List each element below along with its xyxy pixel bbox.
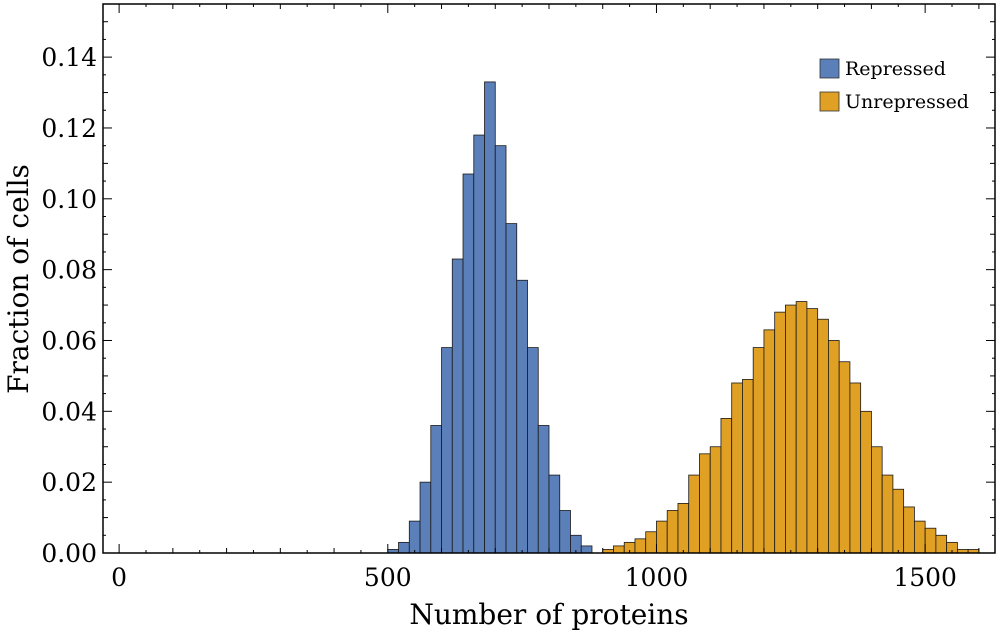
legend-label-unrepressed: Unrepressed	[845, 91, 969, 113]
bar-repressed	[451, 258, 464, 554]
bar-unrepressed	[613, 545, 625, 554]
bar-unrepressed	[785, 304, 797, 554]
bar-unrepressed	[752, 347, 765, 554]
bar-repressed	[505, 223, 518, 554]
bar-unrepressed	[892, 488, 905, 554]
bar-repressed	[473, 134, 485, 554]
bar-unrepressed	[742, 379, 754, 554]
y-tick-label: 0.06	[41, 326, 97, 355]
bar-repressed	[494, 145, 507, 554]
bar-repressed	[430, 425, 442, 554]
y-tick-label: 0.14	[41, 43, 97, 72]
bar-unrepressed	[828, 340, 840, 554]
bar-repressed	[408, 520, 421, 554]
bar-unrepressed	[709, 446, 722, 554]
bar-unrepressed	[656, 520, 668, 554]
y-tick-label: 0.00	[41, 539, 97, 568]
legend: Repressed Unrepressed	[819, 58, 969, 113]
bar-repressed	[441, 347, 453, 554]
bar-repressed	[537, 425, 550, 554]
bar-unrepressed	[763, 329, 776, 554]
legend-swatch-unrepressed	[819, 91, 840, 112]
bar-repressed	[462, 173, 475, 554]
y-tick-label: 0.04	[41, 397, 97, 426]
bar-unrepressed	[935, 534, 948, 554]
bar-unrepressed	[720, 418, 733, 554]
bar-repressed	[398, 541, 410, 554]
bar-unrepressed	[666, 510, 679, 554]
bar-unrepressed	[634, 538, 647, 554]
legend-label-repressed: Repressed	[845, 58, 946, 80]
x-tick-label: 500	[364, 563, 412, 592]
bar-unrepressed	[688, 474, 700, 554]
bar-unrepressed	[881, 474, 894, 554]
y-tick-label: 0.10	[41, 185, 97, 214]
bar-unrepressed	[817, 318, 829, 554]
bar-unrepressed	[903, 506, 915, 554]
bar-unrepressed	[731, 382, 743, 554]
bar-unrepressed	[677, 503, 690, 554]
bar-unrepressed	[806, 308, 819, 554]
bar-unrepressed	[913, 520, 926, 554]
ticks-layer: 0.00 0.02 0.04 0.06 0.08 0.10 0.12 0.14 0 500 1000…	[41, 3, 995, 592]
bar-repressed	[527, 347, 539, 554]
x-tick-label: 1000	[625, 563, 689, 592]
bar-unrepressed	[774, 311, 786, 554]
bar-unrepressed	[699, 453, 711, 554]
y-tick-label: 0.02	[41, 468, 97, 497]
x-axis-title: Number of proteins	[409, 598, 688, 631]
bars-layer	[387, 81, 980, 554]
y-tick-label: 0.08	[41, 256, 97, 285]
x-tick-label: 1500	[893, 563, 957, 592]
bar-unrepressed	[849, 382, 862, 554]
bar-unrepressed	[838, 361, 851, 554]
bar-unrepressed	[860, 410, 872, 554]
bar-repressed	[580, 545, 593, 554]
bar-repressed	[484, 81, 496, 554]
y-tick-label: 0.12	[41, 114, 97, 143]
x-tick-label: 0	[111, 563, 127, 592]
bar-unrepressed	[645, 531, 657, 554]
bar-unrepressed	[795, 301, 808, 554]
bar-unrepressed	[924, 527, 937, 554]
bar-repressed	[419, 481, 432, 554]
bar-repressed	[559, 510, 571, 554]
y-axis-title: Fraction of cells	[2, 164, 35, 394]
bar-repressed	[516, 279, 528, 554]
bar-unrepressed	[871, 446, 883, 554]
legend-swatch-repressed	[819, 58, 840, 79]
bar-repressed	[548, 474, 561, 554]
